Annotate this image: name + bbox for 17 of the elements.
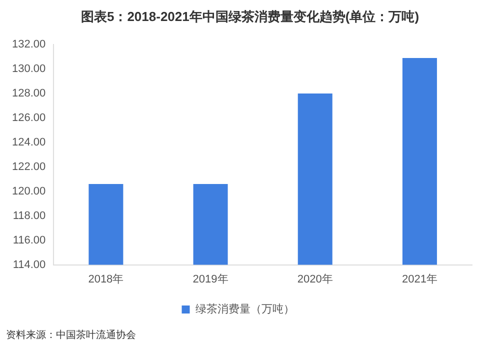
- legend-label: 绿茶消费量（万吨）: [195, 302, 294, 316]
- y-tick-label: 122.00: [12, 160, 46, 173]
- y-tick-label: 118.00: [12, 210, 46, 222]
- y-tick-label: 124.00: [12, 136, 46, 148]
- text: 资料来源：中国茶叶流通协会: [6, 328, 136, 342]
- y-tick-label: 116.00: [12, 234, 46, 246]
- x-tick-label: 2019年: [192, 273, 228, 286]
- y-tick-label: 114.00: [12, 258, 46, 271]
- y-tick-label: 128.00: [12, 88, 46, 100]
- x-tick-label: 2018年: [88, 273, 124, 286]
- x-tick-label: 2020年: [297, 273, 333, 286]
- y-tick-label: 130.00: [12, 63, 46, 76]
- chart-title: 图表5：2018-2021年中国绿茶消费量变化趋势(单位：万吨): [80, 8, 420, 26]
- y-tick-label: 120.00: [12, 185, 46, 198]
- y-tick-label: 132.00: [12, 38, 46, 51]
- y-tick-label: 126.00: [12, 112, 46, 124]
- x-tick-label: 2021年: [402, 273, 438, 286]
